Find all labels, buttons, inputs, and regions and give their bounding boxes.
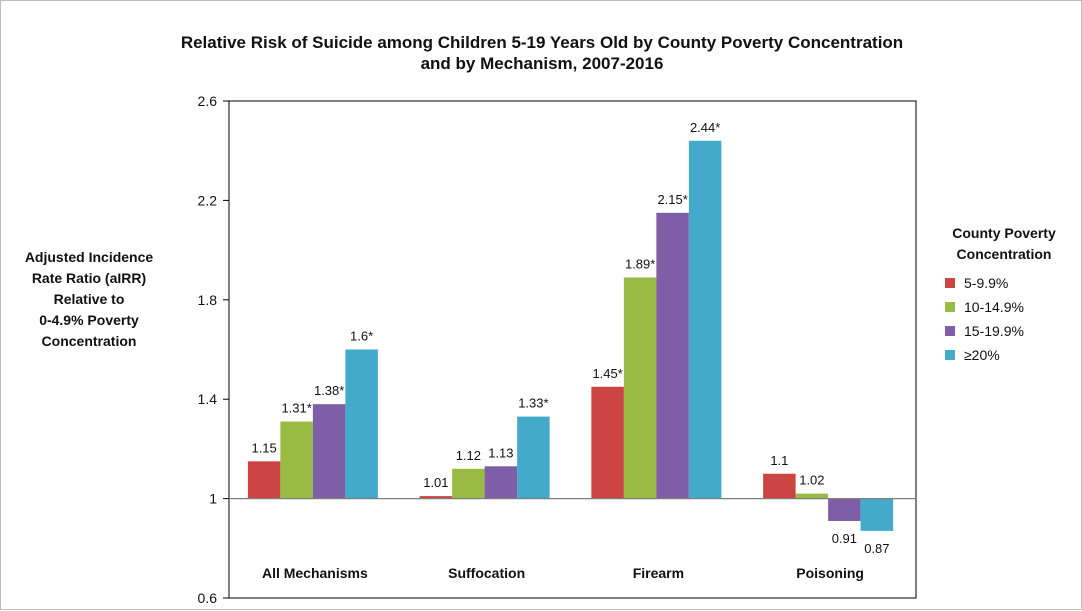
bar-value-label: 1.12 [456, 448, 481, 463]
bar-value-label: 0.87 [864, 541, 889, 556]
y-axis-label-line-3: Relative to [53, 291, 125, 307]
bar [247, 461, 281, 499]
bar [623, 277, 657, 499]
bar [860, 498, 894, 531]
bar [688, 140, 722, 499]
y-axis-label-line-1: Adjusted Incidence [24, 249, 154, 265]
legend-item: 5-9.9% [945, 271, 1077, 295]
bar-value-label: 1.33* [518, 396, 548, 411]
bar [419, 496, 453, 499]
category-label: Poisoning [796, 565, 864, 581]
y-axis-label-line-5: Concentration [41, 333, 137, 349]
category-label: Suffocation [448, 565, 525, 581]
bar [517, 416, 550, 499]
legend-item: 15-19.9% [945, 319, 1077, 343]
legend-item: 10-14.9% [945, 295, 1077, 319]
bar [484, 466, 518, 499]
bar [763, 473, 796, 499]
y-tick-label: 1.8 [198, 292, 218, 308]
chart-title-line-1: Relative Risk of Suicide among Children … [180, 33, 904, 52]
bar-value-label: 1.89* [625, 256, 655, 271]
y-tick-label: 1 [209, 491, 217, 507]
bar [280, 421, 313, 499]
bar [795, 493, 829, 499]
plot-area-border [228, 100, 917, 599]
bar-value-label: 2.15* [657, 192, 687, 207]
y-tick-label: 1.4 [198, 391, 218, 407]
legend-swatch [945, 278, 955, 289]
bar-value-label: 0.91 [832, 531, 857, 546]
legend-label: 5-9.9% [964, 275, 1009, 291]
y-axis-label-line-2: Rate Ratio (aIRR) [31, 270, 147, 286]
legend: County Poverty Concentration 5-9.9% 10-1… [931, 223, 1077, 367]
bar [345, 349, 378, 499]
legend-label: 15-19.9% [964, 323, 1024, 339]
legend-swatch [945, 302, 955, 313]
bar-value-label: 1.45* [592, 366, 622, 381]
bar [828, 498, 861, 521]
bar [656, 212, 689, 499]
bar-value-label: 1.01 [423, 475, 448, 490]
bar-value-label: 1.1 [770, 453, 788, 468]
bar-value-label: 2.44* [690, 120, 720, 135]
legend-swatch [945, 326, 955, 337]
bar-value-label: 1.38* [314, 383, 344, 398]
bar-value-label: 1.6* [350, 329, 373, 344]
y-tick-label: 2.2 [198, 192, 218, 208]
y-tick-label: 2.6 [198, 93, 218, 109]
legend-item: ≥20% [945, 343, 1077, 367]
y-tick-label: 0.6 [198, 590, 218, 606]
y-axis-label-line-4: 0-4.9% Poverty [39, 312, 139, 328]
legend-swatch [945, 350, 955, 361]
bar [312, 404, 346, 499]
bar-value-label: 1.13 [488, 445, 513, 460]
bar-value-label: 1.02 [799, 473, 824, 488]
bar [591, 386, 624, 499]
bar-value-label: 1.31* [281, 401, 311, 416]
chart-title-line-2: and by Mechanism, 2007-2016 [420, 54, 664, 73]
bar-value-label: 1.15 [251, 440, 276, 455]
legend-label: 10-14.9% [964, 299, 1024, 315]
legend-label: ≥20% [964, 347, 1000, 363]
legend-title-line-2: Concentration [956, 246, 1052, 262]
legend-title-line-1: County Poverty [952, 225, 1056, 241]
category-label: Firearm [633, 565, 684, 581]
category-label: All Mechanisms [262, 565, 368, 581]
bar [452, 468, 485, 499]
